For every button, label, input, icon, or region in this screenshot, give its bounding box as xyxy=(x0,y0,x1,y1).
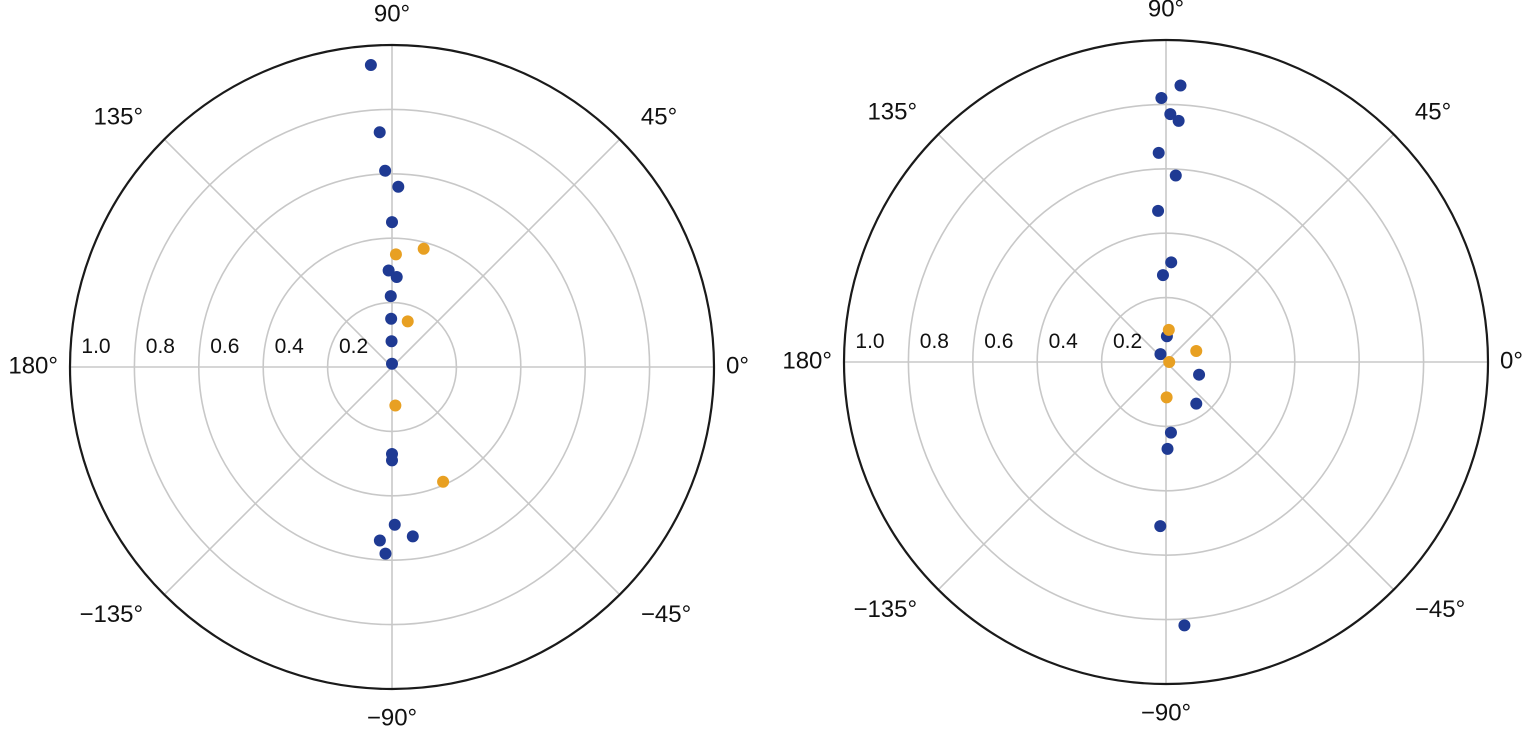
data-point-blue xyxy=(384,290,397,303)
polar-outline xyxy=(68,43,716,691)
angle-label-135: 135° xyxy=(867,98,917,125)
data-point-blue xyxy=(1164,108,1177,121)
data-point-blue xyxy=(386,454,398,467)
data-point-orange xyxy=(1160,391,1173,404)
data-point-orange xyxy=(437,475,450,488)
angle-label-0: 0° xyxy=(726,352,749,379)
polar-plot-right: 0° 45° 90° 135° 180° −135° −90° −45° 0.2 0.4 0.6 0.… xyxy=(782,0,1523,726)
radial-label-0-6: 0.6 xyxy=(210,335,239,358)
data-point-blue xyxy=(1156,269,1169,282)
data-point-blue xyxy=(382,264,395,277)
radial-label-0-4: 0.4 xyxy=(275,335,305,358)
data-point-blue xyxy=(1178,619,1191,632)
data-point-blue xyxy=(386,216,398,229)
data-point-orange xyxy=(1162,323,1175,336)
data-point-blue xyxy=(406,530,419,543)
radial-label-0-8: 0.8 xyxy=(920,330,949,353)
data-point-orange xyxy=(389,248,402,261)
data-point-blue xyxy=(1161,442,1174,455)
data-point-blue xyxy=(1154,520,1167,533)
data-point-blue xyxy=(364,59,377,72)
radial-label-0-2: 0.2 xyxy=(1113,330,1142,353)
data-point-orange xyxy=(1163,356,1176,368)
data-point-blue xyxy=(392,180,405,193)
data-point-orange xyxy=(1190,344,1203,357)
data-point-blue xyxy=(1169,169,1182,182)
data-point-blue xyxy=(379,164,392,177)
data-point-blue xyxy=(379,547,392,560)
angle-label-135: 135° xyxy=(93,103,143,130)
data-point-blue xyxy=(1165,256,1178,269)
angle-label-45: 45° xyxy=(1415,98,1451,125)
angle-label-0: 0° xyxy=(1500,347,1523,374)
angular-gridline xyxy=(937,133,1167,363)
data-point-blue xyxy=(1193,368,1206,381)
angle-label-180: 180° xyxy=(8,352,58,379)
angular-gridline xyxy=(937,361,1167,591)
angular-gridline xyxy=(391,366,621,596)
data-point-blue xyxy=(1152,146,1165,159)
data-point-blue xyxy=(1174,79,1187,92)
data-point-orange xyxy=(417,242,430,255)
data-point-blue xyxy=(1154,348,1167,361)
angular-gridline xyxy=(163,366,393,596)
data-point-orange xyxy=(389,399,402,412)
data-point-blue xyxy=(385,335,398,348)
angle-label-minus45: −45° xyxy=(1415,596,1465,623)
angle-label-minus90: −90° xyxy=(367,704,417,731)
data-point-blue xyxy=(1190,397,1203,410)
data-point-blue xyxy=(388,518,401,531)
data-point-blue xyxy=(1164,426,1177,439)
data-point-blue xyxy=(1152,204,1165,217)
angle-label-90: 90° xyxy=(374,0,410,27)
data-point-blue xyxy=(390,270,403,283)
angle-label-180: 180° xyxy=(782,347,832,374)
angle-label-45: 45° xyxy=(641,103,677,130)
data-point-blue xyxy=(386,357,398,370)
data-point-blue xyxy=(1172,114,1185,127)
radial-label-1-0: 1.0 xyxy=(855,330,884,353)
angular-gridline xyxy=(1165,361,1395,591)
radial-label-1-0: 1.0 xyxy=(81,335,110,358)
angular-gridline xyxy=(1165,133,1395,363)
angular-gridline xyxy=(391,138,621,368)
data-point-orange xyxy=(401,315,414,328)
radial-label-0-4: 0.4 xyxy=(1049,330,1079,353)
polar-outline xyxy=(842,38,1490,686)
radial-label-0-2: 0.2 xyxy=(339,335,368,358)
radial-label-0-8: 0.8 xyxy=(146,335,175,358)
angle-label-minus45: −45° xyxy=(641,601,691,628)
data-point-blue xyxy=(373,534,386,547)
data-point-blue xyxy=(1155,92,1168,105)
angle-label-minus90: −90° xyxy=(1141,699,1191,726)
angular-gridline xyxy=(163,138,393,368)
angle-label-minus135: −135° xyxy=(79,601,143,628)
angle-label-90: 90° xyxy=(1148,0,1184,22)
polar-plot-left: 0° 45° 90° 135° 180° −135° −90° −45° 0.2 0.4 0.6 0.… xyxy=(8,0,749,731)
data-point-blue xyxy=(373,126,386,139)
angle-label-minus135: −135° xyxy=(853,596,917,623)
data-point-blue xyxy=(385,312,398,325)
radial-label-0-6: 0.6 xyxy=(984,330,1013,353)
